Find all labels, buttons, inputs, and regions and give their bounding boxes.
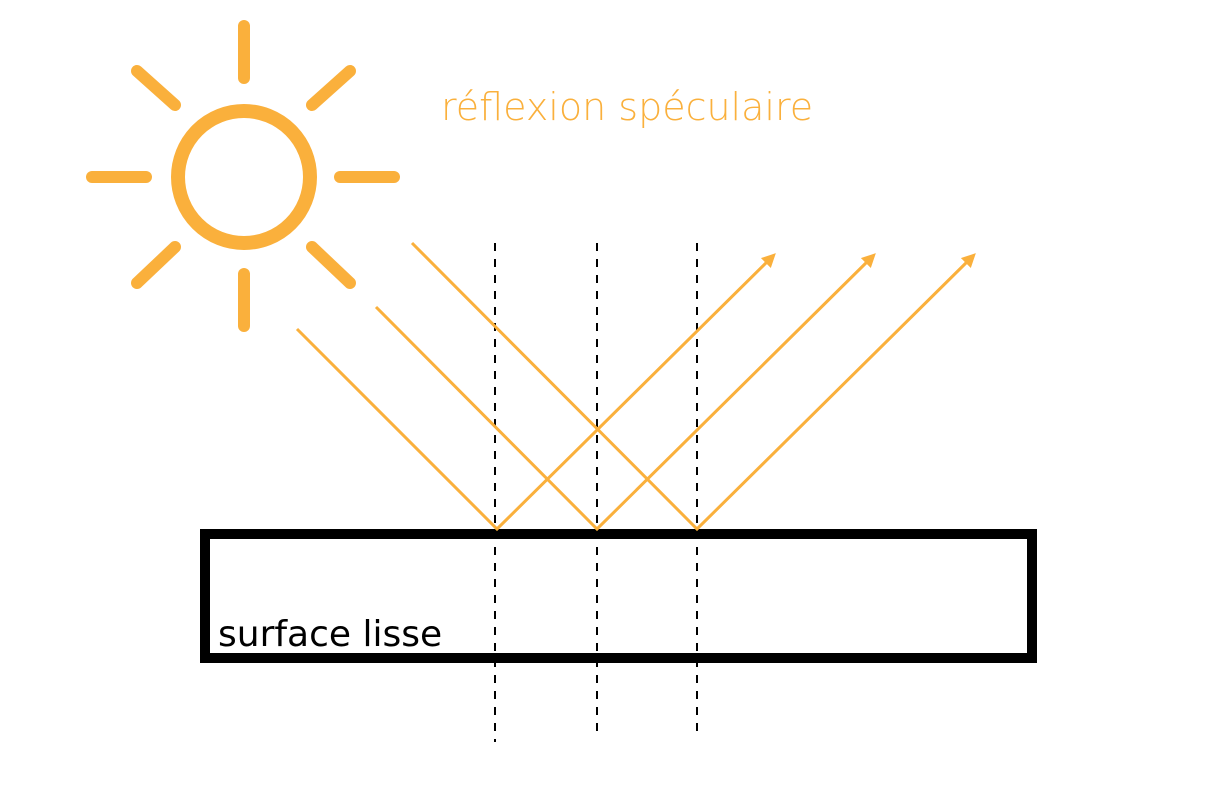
diagram-title: réflexion spéculaire	[441, 85, 813, 129]
ray-2	[374, 253, 876, 532]
sun-ray-bottom-right	[306, 241, 356, 289]
surface-label: surface lisse	[218, 614, 442, 655]
sun-disc	[171, 104, 317, 250]
light-rays	[295, 241, 976, 532]
sun-ray-top-right	[306, 65, 356, 111]
sun-icon	[86, 20, 400, 332]
sun-ray-top-left	[131, 65, 181, 111]
ray-1	[295, 253, 776, 532]
sun-ray-bottom-left	[131, 241, 181, 289]
ray-3	[410, 241, 976, 532]
smooth-surface	[200, 529, 1037, 663]
